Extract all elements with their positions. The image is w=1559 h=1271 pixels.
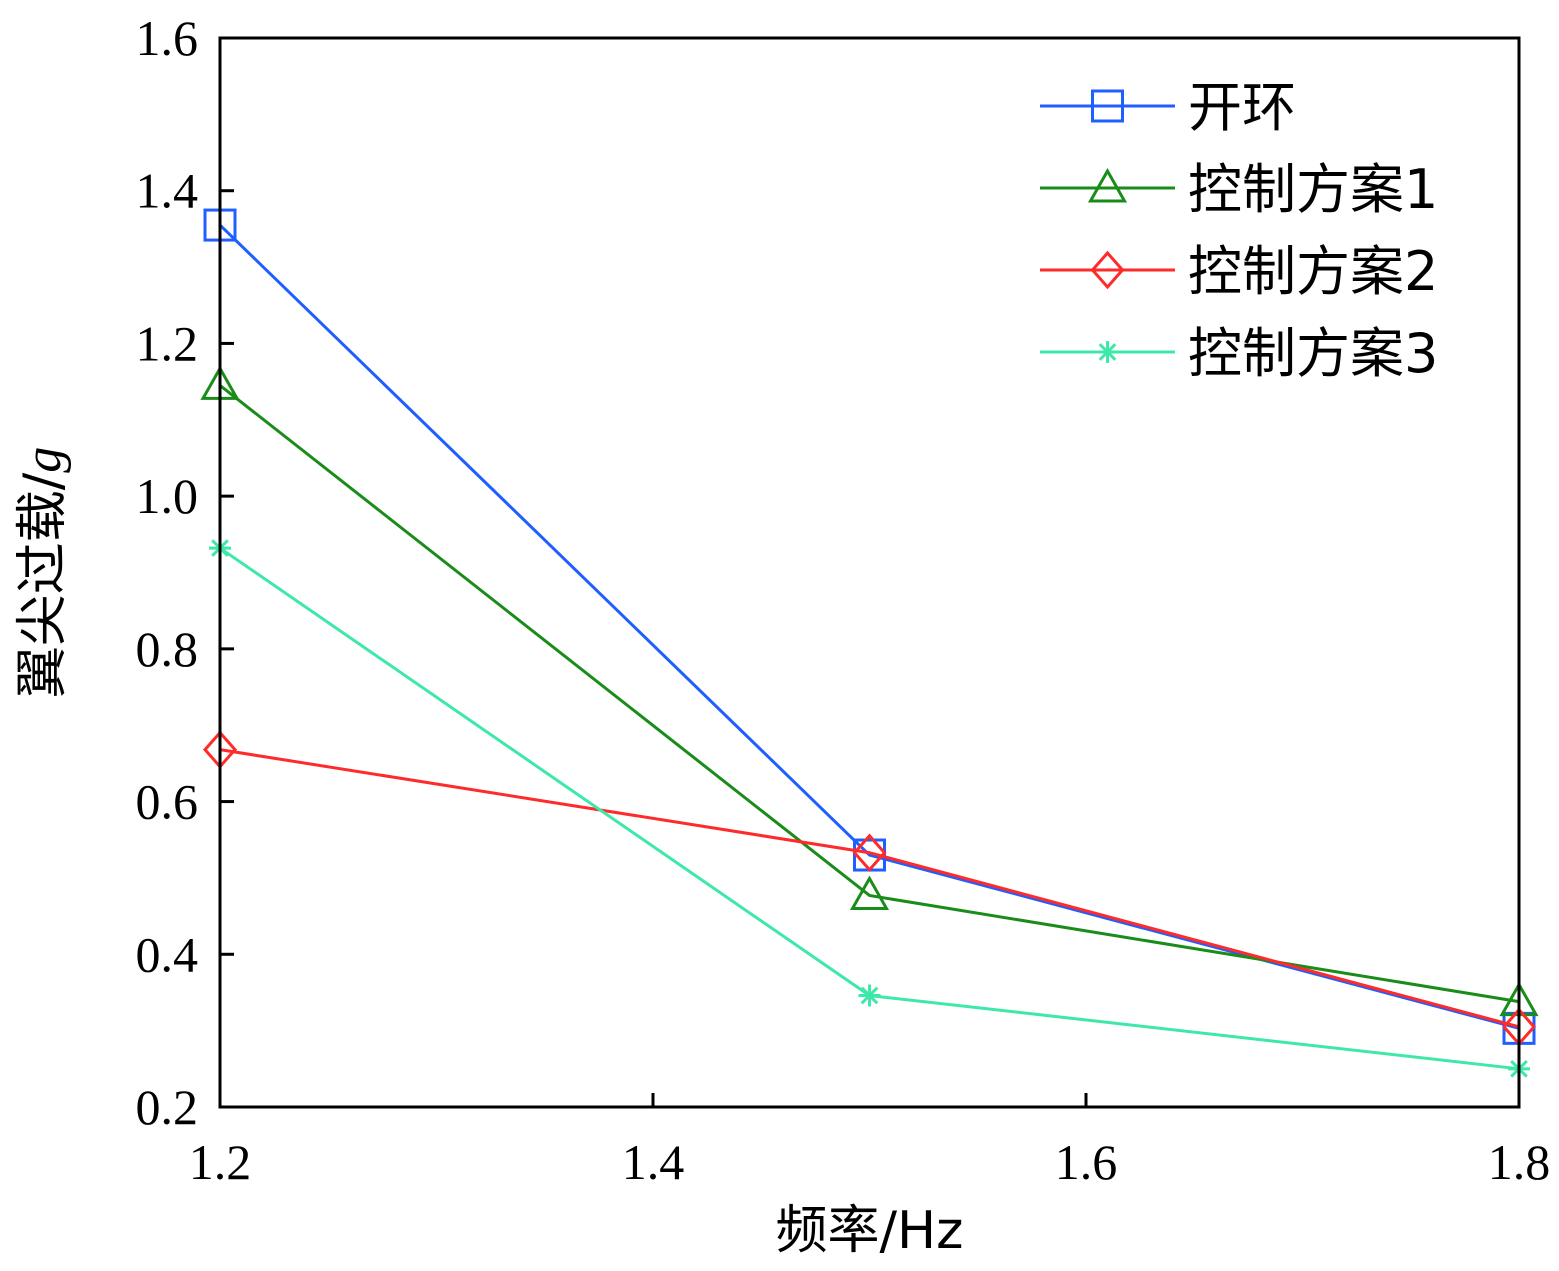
tick-labels: 1.2 1.4 1.6 1.8 0.2 0.4 0.6 0.8 1.0 1.2 1.4 1.6: [136, 10, 1551, 1190]
legend-label-4: 控制方案3: [1188, 322, 1438, 385]
y-tick-label-7: 1.6: [136, 10, 199, 66]
series-4: [209, 537, 1530, 1080]
y-tick-label-3: 0.8: [136, 621, 199, 677]
y-axis-title-text: 翼尖过载/: [13, 472, 73, 698]
legend-label-3: 控制方案2: [1188, 240, 1438, 303]
y-tick-label-6: 1.4: [136, 163, 199, 219]
legend-marker-2: [1087, 167, 1128, 203]
y-tick-label-2: 0.6: [136, 774, 199, 830]
series-2: [200, 365, 1539, 1017]
legend-label-1: 开环: [1188, 76, 1296, 139]
y-axis-unit: g: [15, 447, 72, 473]
y-tick-label-5: 1.2: [136, 315, 199, 371]
legend-label-2: 控制方案1: [1188, 158, 1438, 221]
legend-marker-3: [1090, 250, 1125, 290]
legend-marker-1: [1091, 89, 1124, 123]
series-3-point-2: [852, 833, 887, 872]
y-tick-label-4: 1.0: [136, 468, 199, 524]
x-tick-label-3: 1.8: [1488, 1134, 1551, 1190]
x-tick-label-0: 1.2: [189, 1134, 252, 1190]
series-2-line: [219, 384, 1520, 1004]
series-1-line: [218, 223, 1520, 1030]
y-tick-label-0: 0.2: [136, 1079, 199, 1135]
legend-marker-4: [1096, 341, 1119, 363]
plot-frame: [218, 36, 1521, 1109]
series-3-line: [219, 748, 1520, 1029]
series-4-point-2-stroke-3: [860, 986, 879, 1005]
x-tick-label-2: 1.6: [1055, 1134, 1118, 1190]
y-tick-label-1: 0.4: [136, 926, 199, 982]
x-tick-label-1: 1.4: [622, 1134, 685, 1190]
legend-marker-4-stroke-3: [1098, 343, 1117, 361]
x-axis-title: 频率/Hz: [776, 1201, 964, 1261]
series-4-point-2: [858, 984, 881, 1007]
y-axis-title: 翼尖过载/g: [13, 447, 73, 699]
series-layer: [200, 208, 1539, 1080]
series-2-point-2: [849, 875, 890, 910]
